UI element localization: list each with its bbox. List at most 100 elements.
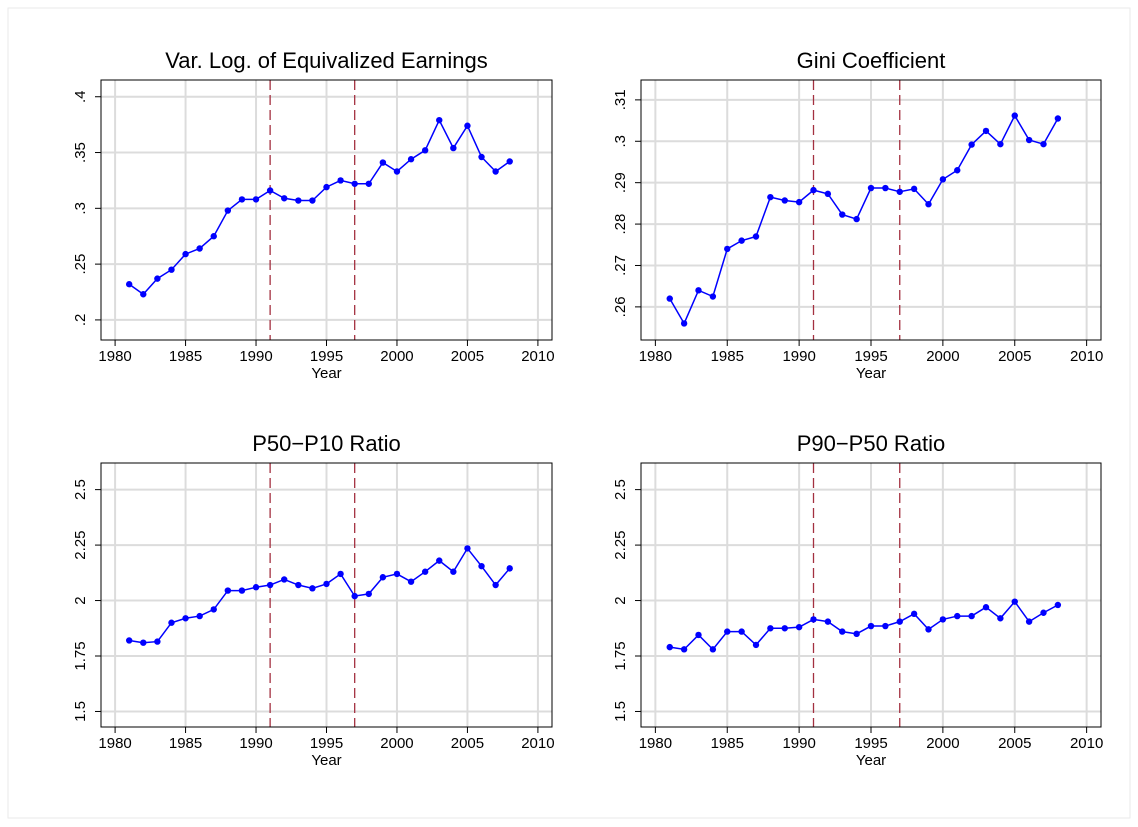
data-point [795,623,803,631]
data-point [281,576,288,583]
y-tick-label: 2.5 [612,479,629,500]
x-tick-label: 2000 [380,348,413,365]
data-point [140,639,147,646]
x-tick-label: 1985 [711,735,744,752]
x-tick-label: 1990 [782,348,815,365]
data-point [1025,618,1033,625]
data-point [238,587,246,594]
x-tick-label: 1980 [639,735,672,752]
data-point [824,618,832,625]
data-point [266,187,274,194]
x-tick-label: 2000 [380,735,413,752]
data-point [954,612,961,620]
x-tick-label: 1990 [239,735,272,752]
data-line [669,114,1059,326]
data-point [767,193,774,201]
y-tick-label: 2 [72,596,89,604]
data-point [824,190,832,198]
data-point [464,122,471,129]
data-point [407,578,415,585]
data-point [210,606,217,613]
x-axis-label: Year [311,365,341,382]
data-point [436,116,443,124]
data-point [882,184,889,192]
data-point [1025,136,1033,144]
data-point [337,570,344,578]
y-tick-label: 2.25 [72,530,89,559]
x-tick-label: 2005 [998,735,1031,752]
x-tick-label: 2000 [926,348,959,365]
x-tick-label: 1980 [639,348,672,365]
data-point [954,167,961,174]
data-point [351,592,358,600]
data-point [379,574,387,581]
data-point [810,616,817,623]
data-point [882,622,889,630]
data-point [252,196,260,203]
data-point [666,643,673,651]
y-tick-label: .26 [612,296,629,317]
data-point [839,628,846,635]
x-tick-label: 1995 [310,735,343,752]
x-tick-label: 2010 [1070,348,1103,365]
data-point [224,587,232,594]
data-point [450,144,457,152]
y-tick-label: 1.75 [72,641,89,670]
data-point [795,198,803,206]
data-point [1040,140,1047,148]
x-tick-label: 1995 [310,348,343,365]
data-point [724,628,731,635]
x-tick-label: 1985 [711,348,744,365]
data-point [695,631,702,639]
x-tick-label: 1990 [239,348,272,365]
data-point [680,646,688,653]
data-point [910,610,918,618]
data-point [738,628,745,635]
data-point [738,237,745,244]
data-point [695,287,702,294]
x-tick-label: 2010 [521,348,554,365]
x-tick-label: 2000 [926,735,959,752]
data-point [365,590,372,598]
x-tick-label: 1985 [169,348,202,365]
data-point [839,211,846,218]
data-point [168,619,175,626]
x-tick-label: 1985 [169,735,202,752]
data-point [295,197,302,204]
data-point [182,250,189,258]
data-point [896,618,903,625]
data-point [196,245,203,252]
x-tick-label: 1995 [854,735,887,752]
data-point [492,581,499,589]
data-point [925,626,932,633]
y-tick-label: .27 [612,255,629,276]
data-point [295,581,302,589]
data-line [669,600,1059,651]
data-point [266,581,274,589]
data-point [997,615,1004,622]
y-tick-label: .3 [72,202,89,215]
x-tick-label: 1980 [98,348,131,365]
data-point [968,141,975,148]
y-tick-label: .3 [612,135,629,148]
x-tick-label: 1980 [98,735,131,752]
y-tick-label: .2 [72,314,89,327]
data-point [323,183,330,191]
plot-border [100,462,553,728]
x-tick-label: 2005 [998,348,1031,365]
data-point [506,158,513,165]
data-point [867,184,875,192]
data-point [1011,598,1018,605]
data-point [680,320,688,327]
data-point [351,180,358,187]
data-point [478,562,485,570]
x-tick-label: 1990 [782,735,815,752]
y-tick-label: 2 [612,596,629,604]
plot-border [640,462,1102,728]
data-point [781,625,788,632]
data-point [210,233,217,240]
data-point [506,565,513,572]
data-point [464,545,471,552]
